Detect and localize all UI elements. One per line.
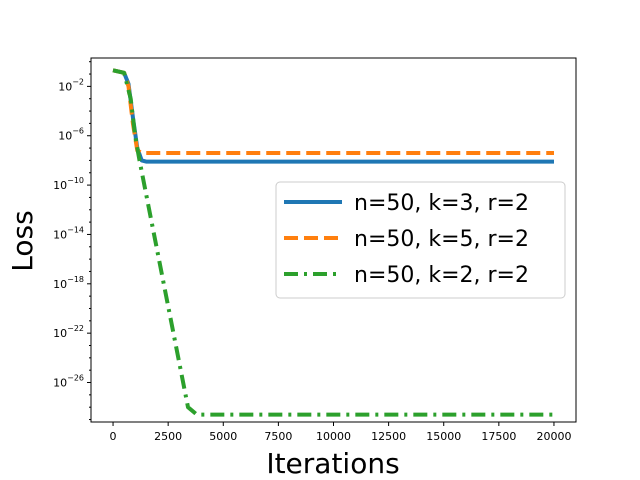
x-tick-label: 7500 xyxy=(264,430,292,443)
series-line-2 xyxy=(112,68,554,155)
y-tick-label: 10−10 xyxy=(53,176,84,192)
x-tick-label: 0 xyxy=(110,430,117,443)
y-tick-label: 10−18 xyxy=(53,275,84,291)
y-tick-label: 10−22 xyxy=(53,324,84,340)
x-tick-label: 17500 xyxy=(481,430,516,443)
x-tick-label: 15000 xyxy=(426,430,461,443)
legend-box xyxy=(275,181,566,299)
y-tick-label: 10−2 xyxy=(58,77,84,93)
x-tick-label: 2500 xyxy=(154,430,182,443)
x-axis-label: Iterations xyxy=(266,447,399,480)
plot-lines xyxy=(112,68,554,417)
y-tick-label: 10−14 xyxy=(53,225,84,241)
legend-label-3: n=50, k=2, r=2 xyxy=(354,263,529,288)
x-tick-label: 5000 xyxy=(209,430,237,443)
series-line-3 xyxy=(112,68,554,417)
legend-label-2: n=50, k=5, r=2 xyxy=(354,227,529,252)
legend-label-1: n=50, k=3, r=2 xyxy=(354,191,529,216)
y-tick-label: 10−26 xyxy=(53,374,84,390)
y-axis-label: Loss xyxy=(6,210,39,271)
legend: n=50, k=3, r=2 n=50, k=5, r=2 n=50, k=2, r… xyxy=(275,181,566,299)
x-tick-label: 20000 xyxy=(536,430,571,443)
x-axis-ticks: 0 2500 5000 7500 10000 12500 15000 17500 20000 xyxy=(110,422,571,443)
series-line-1 xyxy=(112,68,554,164)
x-tick-label: 10000 xyxy=(316,430,351,443)
x-tick-label: 12500 xyxy=(371,430,406,443)
y-axis-ticks: 10−2 10−6 10−10 10−14 10−18 10−22 10−26 xyxy=(53,61,91,421)
y-tick-label: 10−6 xyxy=(58,127,84,143)
